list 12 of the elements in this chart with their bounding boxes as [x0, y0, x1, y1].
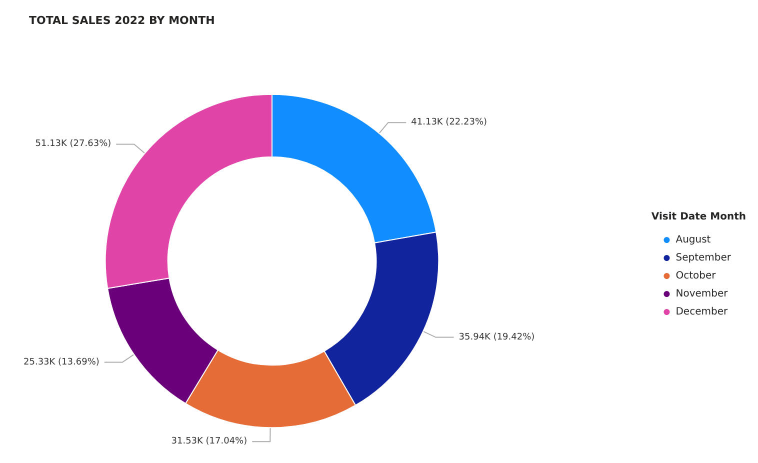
data-label: 35.94K (19.42%)	[458, 332, 535, 342]
chart-title: TOTAL SALES 2022 BY MONTH	[29, 14, 215, 27]
legend-label: October	[676, 270, 717, 282]
legend-label: December	[676, 306, 728, 318]
data-label: 41.13K (22.23%)	[411, 118, 488, 128]
legend-label: August	[676, 234, 711, 246]
legend-label: September	[676, 252, 732, 264]
legend-label: November	[676, 288, 729, 300]
data-label: 51.13K (27.63%)	[35, 139, 112, 150]
legend-title: Visit Date Month	[651, 212, 746, 222]
data-label: 25.33K (13.69%)	[24, 357, 100, 368]
data-label: 31.53K (17.04%)	[171, 436, 248, 447]
